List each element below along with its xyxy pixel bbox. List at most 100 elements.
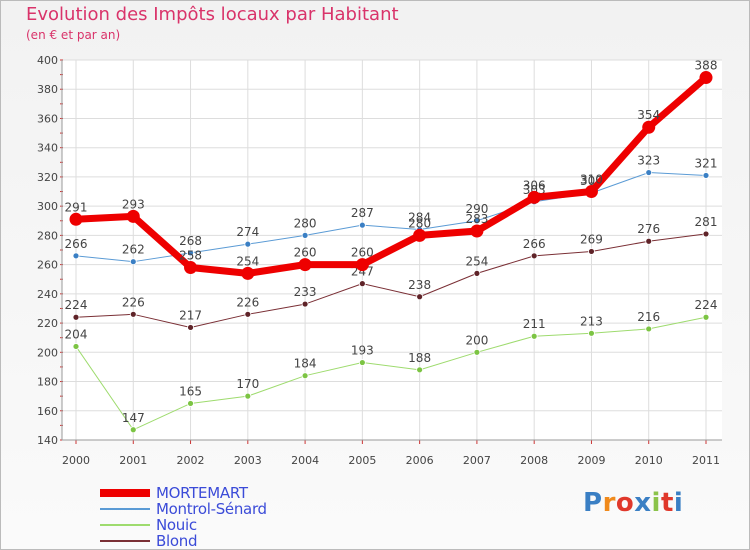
legend-label-montrol-senard: Montrol-Sénard bbox=[156, 500, 267, 518]
data-point-blond bbox=[358, 280, 366, 288]
x-tick-label: 2004 bbox=[291, 454, 319, 467]
y-tick-label: 220 bbox=[37, 317, 58, 330]
data-label-mortemart: 258 bbox=[179, 249, 202, 263]
proxiti-logo: Proxiti bbox=[583, 488, 683, 518]
data-point-nouic bbox=[645, 325, 653, 333]
data-label-mortemart: 260 bbox=[351, 246, 374, 260]
logo-letter: o bbox=[615, 488, 635, 518]
data-point-blond bbox=[530, 252, 538, 260]
data-point-montrol-s-nard bbox=[473, 217, 481, 225]
data-label-mortemart: 354 bbox=[637, 108, 660, 122]
data-label-nouic: 188 bbox=[408, 351, 431, 365]
legend-swatch-mortemart bbox=[100, 489, 150, 497]
data-label-blond: 269 bbox=[580, 232, 603, 246]
logo-letter: x bbox=[634, 488, 652, 518]
data-point-blond bbox=[473, 269, 481, 277]
data-label-blond: 238 bbox=[408, 278, 431, 292]
y-tick-label: 280 bbox=[37, 229, 58, 242]
data-point-mortemart bbox=[470, 224, 484, 238]
data-label-blond: 224 bbox=[65, 298, 88, 312]
x-tick-label: 2002 bbox=[177, 454, 205, 467]
data-label-montrol-s-nard: 262 bbox=[122, 243, 145, 257]
x-tick-label: 2006 bbox=[406, 454, 434, 467]
data-label-mortemart: 306 bbox=[523, 178, 546, 192]
data-point-blond bbox=[588, 248, 595, 255]
data-label-mortemart: 310 bbox=[580, 173, 603, 187]
logo-letter: t bbox=[660, 488, 674, 518]
data-label-mortemart: 293 bbox=[122, 197, 145, 211]
legend-label-nouic: Nouic bbox=[156, 516, 197, 534]
data-label-montrol-s-nard: 266 bbox=[65, 237, 88, 251]
y-tick-label: 200 bbox=[37, 346, 58, 359]
data-label-nouic: 170 bbox=[236, 377, 259, 391]
data-point-nouic bbox=[187, 400, 194, 407]
data-point-blond bbox=[416, 293, 424, 301]
data-point-blond bbox=[72, 313, 80, 321]
data-point-mortemart bbox=[413, 228, 427, 242]
data-label-nouic: 165 bbox=[179, 384, 202, 398]
data-label-mortemart: 388 bbox=[695, 59, 718, 73]
data-point-mortemart bbox=[584, 185, 598, 199]
data-point-blond bbox=[702, 230, 710, 238]
x-tick-label: 2007 bbox=[463, 454, 491, 467]
data-point-mortemart bbox=[699, 71, 713, 85]
logo-letter: i bbox=[673, 488, 684, 518]
data-label-blond: 254 bbox=[465, 254, 488, 268]
x-tick-label: 2000 bbox=[62, 454, 90, 467]
data-label-montrol-s-nard: 287 bbox=[351, 206, 374, 220]
data-point-mortemart bbox=[527, 190, 541, 204]
data-label-montrol-s-nard: 290 bbox=[465, 202, 488, 216]
data-point-blond bbox=[187, 324, 194, 331]
data-label-montrol-s-nard: 284 bbox=[408, 211, 431, 225]
data-point-blond bbox=[301, 300, 309, 308]
data-point-mortemart bbox=[298, 258, 312, 272]
x-tick-label: 2010 bbox=[635, 454, 663, 467]
series-line-blond bbox=[75, 233, 707, 328]
data-label-mortemart: 260 bbox=[294, 246, 317, 260]
data-label-blond: 226 bbox=[236, 295, 259, 309]
data-label-nouic: 193 bbox=[351, 344, 374, 358]
chart-subtitle: (en € et par an) bbox=[26, 28, 121, 42]
data-label-montrol-s-nard: 268 bbox=[179, 234, 202, 248]
y-tick-label: 240 bbox=[37, 288, 58, 301]
data-point-montrol-s-nard bbox=[244, 240, 252, 248]
data-point-mortemart bbox=[126, 209, 140, 223]
x-tick-label: 2008 bbox=[520, 454, 548, 467]
data-point-mortemart bbox=[642, 120, 656, 134]
legend-swatch-nouic bbox=[100, 524, 150, 526]
data-point-nouic bbox=[129, 426, 137, 434]
data-label-blond: 281 bbox=[695, 215, 718, 229]
data-label-nouic: 184 bbox=[294, 357, 317, 371]
data-point-mortemart bbox=[184, 261, 198, 275]
data-point-mortemart bbox=[69, 212, 83, 226]
data-point-montrol-s-nard bbox=[72, 252, 80, 260]
data-point-blond bbox=[645, 237, 653, 245]
y-tick-label: 340 bbox=[37, 142, 58, 155]
y-tick-label: 140 bbox=[37, 434, 58, 447]
data-label-blond: 226 bbox=[122, 295, 145, 309]
data-label-mortemart: 283 bbox=[465, 212, 488, 226]
data-label-blond: 266 bbox=[523, 237, 546, 251]
data-label-montrol-s-nard: 280 bbox=[294, 216, 317, 230]
data-point-montrol-s-nard bbox=[187, 249, 194, 257]
data-point-montrol-s-nard bbox=[358, 221, 366, 229]
legend-label-mortemart: MORTEMART bbox=[156, 484, 248, 502]
data-point-nouic bbox=[244, 392, 252, 400]
data-point-mortemart bbox=[355, 258, 369, 272]
data-point-blond bbox=[244, 310, 252, 318]
data-label-mortemart: 280 bbox=[408, 216, 431, 230]
data-point-montrol-s-nard bbox=[645, 169, 653, 176]
legend-label-blond: Blond bbox=[156, 532, 198, 550]
x-tick-label: 2001 bbox=[119, 454, 147, 467]
series-line-nouic bbox=[75, 316, 707, 431]
data-point-nouic bbox=[473, 348, 481, 356]
x-tick-label: 2003 bbox=[234, 454, 262, 467]
data-point-blond bbox=[129, 310, 137, 318]
data-point-nouic bbox=[588, 329, 595, 337]
data-label-nouic: 147 bbox=[122, 411, 145, 425]
x-tick-label: 2005 bbox=[348, 454, 376, 467]
data-point-montrol-s-nard bbox=[129, 258, 137, 266]
logo-letter: r bbox=[602, 488, 616, 518]
logo-letter: P bbox=[583, 488, 603, 518]
